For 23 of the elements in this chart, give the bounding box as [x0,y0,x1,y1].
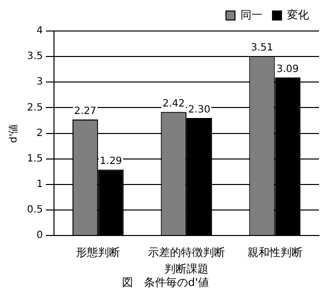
text: 図 条件毎のd'値 [120,276,210,290]
legend-label: 同一 [240,8,262,22]
text: 2.42 [162,98,185,110]
y-tick-label: 1 [36,179,43,190]
text: 2.27 [74,106,96,118]
y-tick-label: 0 [36,230,43,242]
y-axis-title: d'値 [8,124,20,143]
y-tick-label: 3.5 [26,51,43,62]
y-tick-label: 3 [36,76,43,88]
x-tick-label: 示差的特徴判断 [148,246,225,260]
x-tick-label: 親和性判断 [247,246,302,260]
y-tick-label: 2.5 [26,102,43,114]
y-tick-label: 1.5 [26,153,43,164]
text: 1.29 [100,156,122,168]
legend-label: 変化 [287,8,309,22]
text: 2.30 [188,104,210,116]
text: 3.09 [276,64,299,76]
x-tick-label: 形態判断 [76,246,120,260]
text: 3.51 [250,42,274,54]
y-tick-label: 2 [36,128,43,139]
x-axis-title: 判断課題 [164,262,208,276]
y-tick-label: 0.5 [26,204,43,216]
y-tick-label: 4 [36,26,43,37]
